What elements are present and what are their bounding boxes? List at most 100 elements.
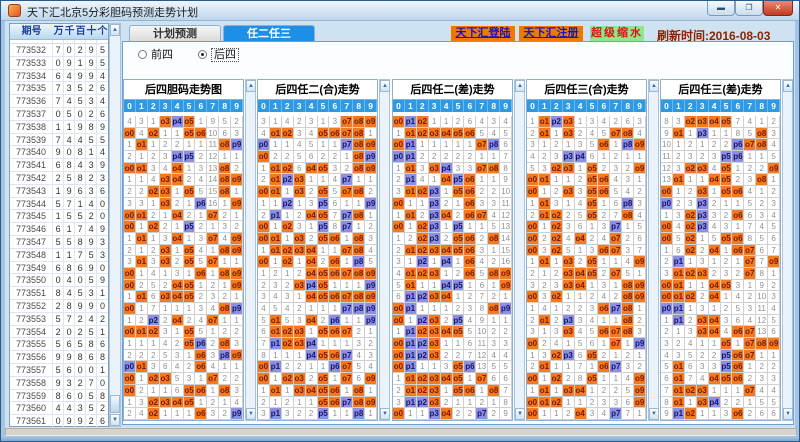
trend-cell: 6: [574, 221, 587, 233]
panel-scrollbar[interactable]: ▲ ▼: [648, 79, 659, 421]
panel-scroll-down-icon[interactable]: ▼: [246, 408, 256, 420]
trend-cell: 2: [562, 373, 575, 385]
digit-cell: 4: [86, 223, 98, 235]
trend-cell: o1: [404, 127, 417, 140]
trend-cell: 4: [550, 338, 563, 350]
table-scroll-thumb[interactable]: [110, 395, 120, 413]
panel-scrollbar[interactable]: ▲ ▼: [379, 79, 390, 421]
trend-cell: 6: [219, 127, 232, 140]
panel-scroll-up-icon[interactable]: ▲: [515, 80, 525, 92]
trend-cell: o9: [634, 139, 647, 152]
trend-cell: 1: [183, 349, 196, 362]
column-header-cell: 0: [527, 100, 539, 112]
trend-cell: o4: [440, 209, 453, 222]
close-button[interactable]: ✕: [763, 1, 793, 16]
trend-cell: o4: [305, 209, 318, 222]
status-bar: [5, 428, 797, 436]
panel-scrollbar[interactable]: ▲ ▼: [782, 79, 793, 421]
trend-cell: 1: [416, 303, 429, 315]
minimize-button[interactable]: ▬: [707, 1, 735, 16]
trend-cell: 3: [720, 408, 733, 420]
trend-cell: o4: [171, 209, 184, 222]
trend-cell: p8: [488, 139, 501, 152]
trend-cell: 2: [452, 349, 465, 362]
trend-row: o0 1 1 p3 o4 2 2 p7 2 9: [393, 408, 513, 420]
panel-scroll-up-icon[interactable]: ▲: [649, 80, 659, 92]
digit-cell: 1: [100, 288, 106, 299]
trend-row: 4 o1 o2 3 4 o5 o6 o7 o8 1: [258, 127, 378, 140]
trend-row: 2 1 2 o3 o4 o5 2 o7 5 1: [527, 267, 647, 280]
trend-cell: 2: [159, 221, 172, 233]
trend-cell: 5: [756, 396, 769, 409]
trend-cell: 1: [684, 174, 697, 187]
trend-cell: o7: [744, 338, 757, 350]
trend-cell: 5: [305, 139, 318, 152]
column-header-cell: 2: [684, 100, 697, 112]
trend-cell: 1: [440, 139, 453, 152]
table-scrollbar[interactable]: ▲ ▼: [109, 23, 121, 427]
maximize-button[interactable]: ❐: [735, 1, 763, 16]
trend-cell: 2: [452, 151, 465, 163]
trend-cell: 3: [586, 244, 599, 257]
trend-cell: o2: [281, 373, 294, 385]
radio-back-four[interactable]: 后四: [198, 46, 239, 62]
trend-row: 11 2 3 2 3 p5 p6 1 1 5: [661, 151, 781, 163]
radio-front-four[interactable]: 前四: [138, 46, 173, 61]
trend-cell: o9: [231, 244, 244, 257]
trend-cell: 1: [195, 116, 208, 128]
panel-scrollbar[interactable]: ▲ ▼: [245, 79, 256, 421]
digit-cell: 0: [75, 363, 87, 376]
trend-cell: 1: [317, 139, 330, 152]
radio-circle-icon[interactable]: [138, 50, 147, 59]
trend-cell: 6: [171, 384, 184, 397]
trend-cell: 1: [574, 116, 587, 128]
trend-cell: 1: [269, 197, 282, 210]
trend-row: 3 p1 p2 o3 2 1 1 2 1 8: [393, 396, 513, 409]
trend-cell: 1: [393, 326, 405, 339]
digit-cell: 6: [64, 363, 76, 376]
trend-cell: 4: [708, 162, 721, 175]
login-button[interactable]: 天下汇登陆: [451, 26, 515, 41]
trend-cell: o1: [269, 384, 282, 397]
tab-ren2-ren3[interactable]: 任二任三: [223, 25, 315, 42]
trend-cell: 1: [171, 244, 184, 257]
trend-cell: p7: [341, 139, 354, 152]
trend-cell: 6: [464, 338, 477, 350]
super-shrink-button[interactable]: 超级缩水: [590, 26, 644, 41]
trend-cell: o3: [562, 384, 575, 397]
trend-cell: p3: [562, 349, 575, 362]
trend-cell: 1: [124, 314, 136, 327]
panel-scroll-down-icon[interactable]: ▼: [783, 408, 793, 420]
trend-cell: o2: [147, 127, 160, 140]
trend-row: 6 p1 p2 o3 o4 1 2 7 2 1: [393, 291, 513, 303]
panel-scroll-up-icon[interactable]: ▲: [783, 80, 793, 92]
trend-cell: p3: [428, 209, 441, 222]
panel-scroll-up-icon[interactable]: ▲: [246, 80, 256, 92]
trend-cell: 1: [124, 396, 136, 409]
digit-cell: 6: [100, 185, 106, 196]
trend-cell: 2: [696, 244, 709, 257]
trend-cell: 2: [124, 244, 136, 257]
trend-cell: 4: [195, 314, 208, 327]
trend-cell: o8: [219, 303, 232, 315]
trend-cell: 2: [231, 221, 244, 233]
panel-scroll-up-icon[interactable]: ▲: [380, 80, 390, 92]
trend-cell: 4: [598, 291, 611, 303]
digit-cell: 9: [53, 146, 65, 159]
tab-plan-forecast[interactable]: 计划预测: [129, 25, 221, 42]
register-button[interactable]: 天下汇注册: [519, 26, 583, 41]
table-scroll-down-icon[interactable]: ▼: [110, 414, 120, 426]
panel-scroll-down-icon[interactable]: ▼: [515, 408, 525, 420]
panel-scrollbar[interactable]: ▲ ▼: [514, 79, 525, 421]
trend-cell: 1: [452, 139, 465, 152]
table-scroll-up-icon[interactable]: ▲: [110, 24, 120, 36]
column-header-cell: 2: [550, 100, 563, 112]
panel-scroll-down-icon[interactable]: ▼: [380, 408, 390, 420]
trend-cell: o7: [476, 373, 489, 385]
trend-cell: o9: [634, 396, 647, 409]
radio-circle-selected-icon[interactable]: [198, 50, 207, 59]
period-cell: 773549: [10, 261, 54, 274]
panel-scroll-down-icon[interactable]: ▼: [649, 408, 659, 420]
trend-cell: 4: [488, 127, 501, 140]
